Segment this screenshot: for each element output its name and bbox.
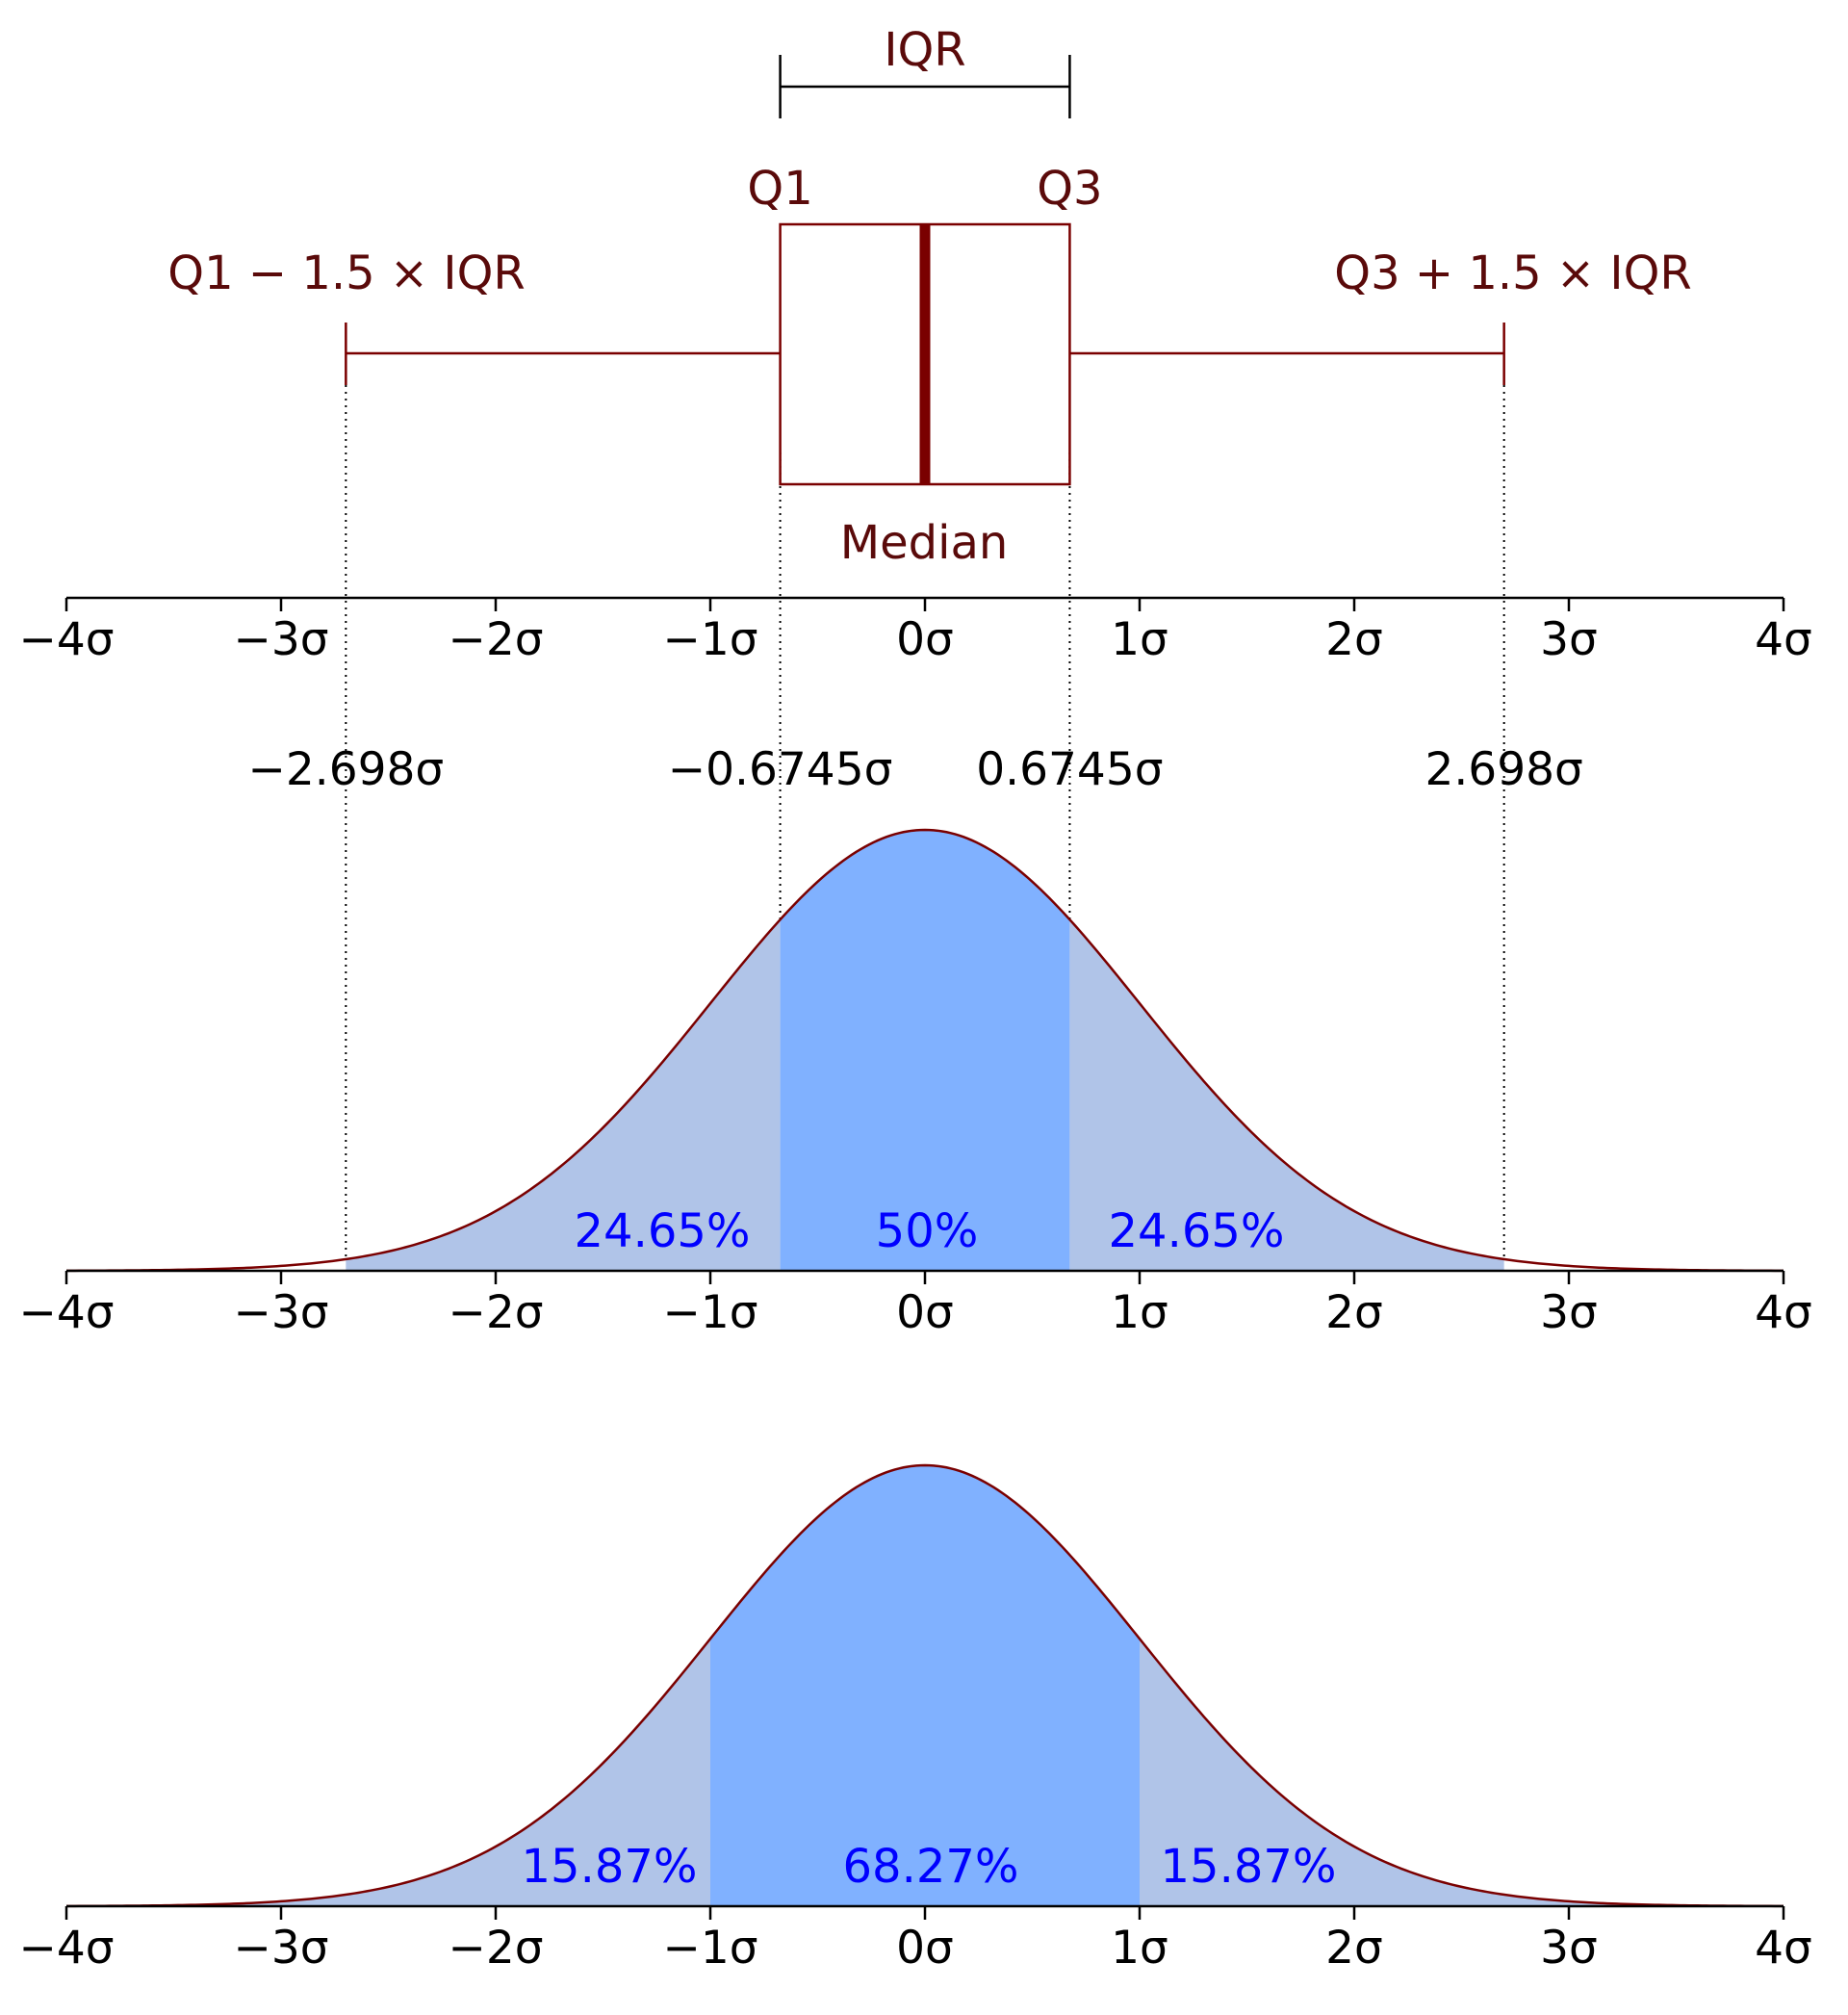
region-percent-label: 68.27% [842, 1840, 1018, 1894]
x-tick-label: 0σ [896, 1922, 954, 1975]
x-tick-label: 4σ [1755, 613, 1812, 666]
x-tick-label: 4σ [1755, 1922, 1812, 1975]
x-tick-label: −2σ [448, 613, 543, 666]
boxplot-panel: IQR Q1 Q3 Q1 − 1.5 × IQR Q3 + 1.5 × IQR Media… [18, 23, 1811, 796]
x-tick-label: 3σ [1540, 1286, 1598, 1339]
q1-label: Q1 [747, 162, 812, 216]
shaded-region [346, 919, 781, 1271]
x-tick-label: 2σ [1325, 613, 1383, 666]
region-percent-label: 24.65% [574, 1204, 750, 1258]
quantile-value-label: −0.6745σ [668, 743, 893, 796]
shaded-region [710, 1465, 1140, 1906]
quartile-distribution-panel: 24.65% 50% 24.65% −4σ −3σ −2σ −1σ 0σ 1σ 2σ 3σ 4σ [18, 828, 1812, 1339]
shaded-region [66, 1639, 710, 1906]
x-tick-label: −1σ [662, 613, 757, 666]
x-tick-label: −3σ [233, 1286, 328, 1339]
x-tick-label: −2σ [448, 1922, 543, 1975]
x-tick-label: 1σ [1111, 1922, 1168, 1975]
x-tick-label: −3σ [233, 613, 328, 666]
x-tick-label: 0σ [896, 613, 954, 666]
sigma-distribution-panel: 15.87% 68.27% 15.87% −4σ −3σ −2σ −1σ 0σ 1σ 2σ 3σ 4σ [18, 1463, 1812, 1975]
iqr-label: IQR [884, 23, 965, 77]
x-tick-label: −4σ [18, 1286, 114, 1339]
normal-curve [65, 1463, 1784, 1908]
x-tick-label: −2σ [448, 1286, 543, 1339]
quantile-value-label: 0.6745σ [976, 743, 1163, 796]
upper-fence-label: Q3 + 1.5 × IQR [1334, 246, 1691, 300]
region-percent-label: 15.87% [521, 1840, 697, 1894]
x-tick-label: −4σ [18, 613, 114, 666]
shaded-region [780, 830, 1070, 1271]
quantile-value-label: 2.698σ [1424, 743, 1582, 796]
x-tick-label: 1σ [1111, 613, 1168, 666]
x-tick-label: 2σ [1325, 1922, 1383, 1975]
x-tick-label: 1σ [1111, 1286, 1168, 1339]
normal-curve [65, 828, 1784, 1273]
quantile-value-label: −2.698σ [247, 743, 444, 796]
x-tick-label: −4σ [18, 1922, 114, 1975]
shaded-region [1069, 919, 1504, 1271]
x-tick-label: −1σ [662, 1922, 757, 1975]
x-tick-label: −3σ [233, 1922, 328, 1975]
median-label: Median [840, 516, 1009, 570]
lower-fence-label: Q1 − 1.5 × IQR [167, 246, 525, 300]
x-tick-label: −1σ [662, 1286, 757, 1339]
shaded-region [1140, 1639, 1784, 1906]
region-percent-label: 24.65% [1108, 1204, 1284, 1258]
x-tick-label: 3σ [1540, 1922, 1598, 1975]
x-tick-label: 2σ [1325, 1286, 1383, 1339]
x-tick-label: 0σ [896, 1286, 954, 1339]
region-percent-label: 50% [876, 1204, 979, 1258]
dotted-guide-lines [345, 385, 1505, 1259]
x-tick-label: 4σ [1755, 1286, 1812, 1339]
region-percent-label: 15.87% [1160, 1840, 1336, 1894]
q3-label: Q3 [1037, 162, 1102, 216]
x-tick-label: 3σ [1540, 613, 1598, 666]
